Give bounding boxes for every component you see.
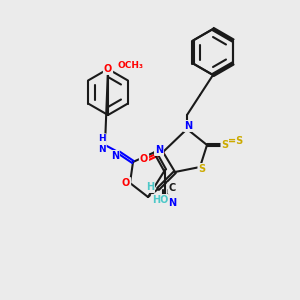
Text: C: C xyxy=(168,183,175,193)
Text: =S: =S xyxy=(228,136,243,146)
Text: S: S xyxy=(198,164,206,174)
Text: S: S xyxy=(221,140,229,150)
Text: OCH₃: OCH₃ xyxy=(118,61,144,70)
Text: N: N xyxy=(168,198,176,208)
Text: H: H xyxy=(146,182,154,192)
Text: N: N xyxy=(155,145,163,155)
Text: H
N: H N xyxy=(98,134,106,154)
Text: O: O xyxy=(104,64,112,74)
Text: N: N xyxy=(111,151,119,161)
Text: N: N xyxy=(184,121,192,131)
Text: O: O xyxy=(122,178,130,188)
Text: HO: HO xyxy=(152,195,168,205)
Text: O: O xyxy=(140,154,148,164)
